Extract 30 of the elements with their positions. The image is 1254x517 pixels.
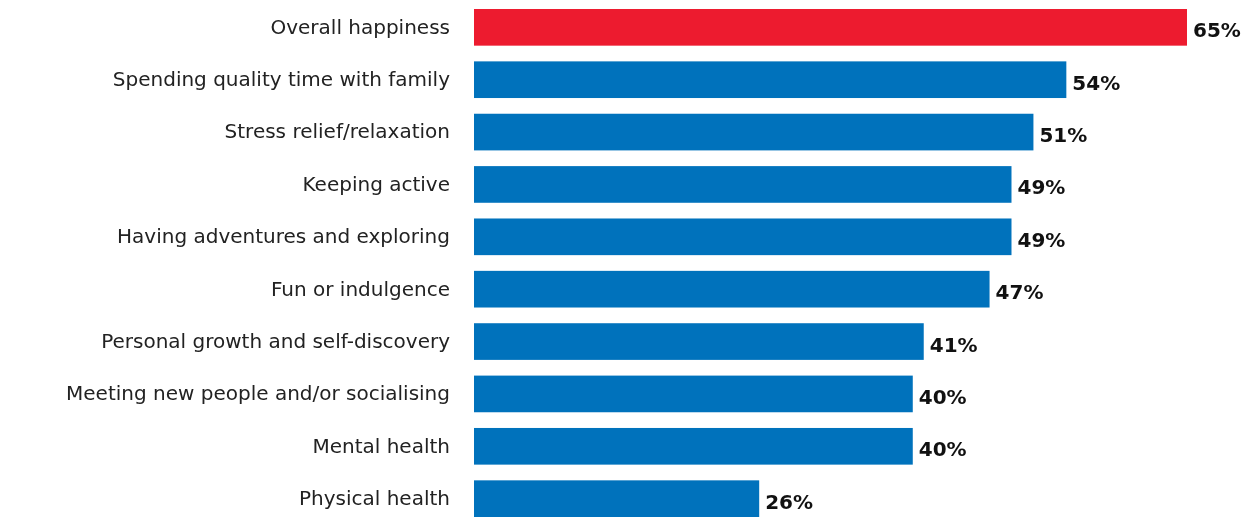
y-tick-label: Spending quality time with family bbox=[112, 67, 451, 92]
data-label: 49% bbox=[1017, 227, 1066, 252]
y-tick-label: Having adventures and exploring bbox=[117, 224, 450, 249]
data-label: 65% bbox=[1193, 18, 1241, 43]
bar bbox=[474, 61, 1067, 99]
data-label: 49% bbox=[1017, 175, 1066, 200]
y-tick-label: Mental health bbox=[312, 433, 450, 458]
data-label: 40% bbox=[918, 384, 967, 409]
data-label: 41% bbox=[929, 332, 978, 357]
y-tick-label: Personal growth and self-discovery bbox=[101, 328, 451, 353]
y-tick-label: Stress relief/relaxation bbox=[224, 119, 450, 144]
y-tick-label: Physical health bbox=[298, 486, 450, 511]
bar bbox=[474, 113, 1034, 151]
y-tick-label: Meeting new people and/or socialising bbox=[66, 381, 450, 406]
bar bbox=[474, 166, 1012, 203]
bar bbox=[474, 323, 924, 360]
data-label: 47% bbox=[995, 280, 1044, 305]
data-label: 51% bbox=[1039, 123, 1088, 148]
bar bbox=[474, 427, 913, 465]
bar bbox=[474, 218, 1012, 256]
bar bbox=[474, 375, 913, 413]
data-label: 40% bbox=[918, 437, 967, 462]
y-tick-label: Overall happiness bbox=[270, 14, 450, 39]
bar bbox=[474, 270, 990, 308]
bar bbox=[474, 480, 760, 517]
data-label: 54% bbox=[1072, 70, 1121, 95]
bar bbox=[474, 9, 1187, 46]
y-tick-label: Fun or indulgence bbox=[270, 276, 450, 301]
data-label: 26% bbox=[765, 489, 814, 514]
y-tick-label: Keeping active bbox=[302, 171, 450, 196]
